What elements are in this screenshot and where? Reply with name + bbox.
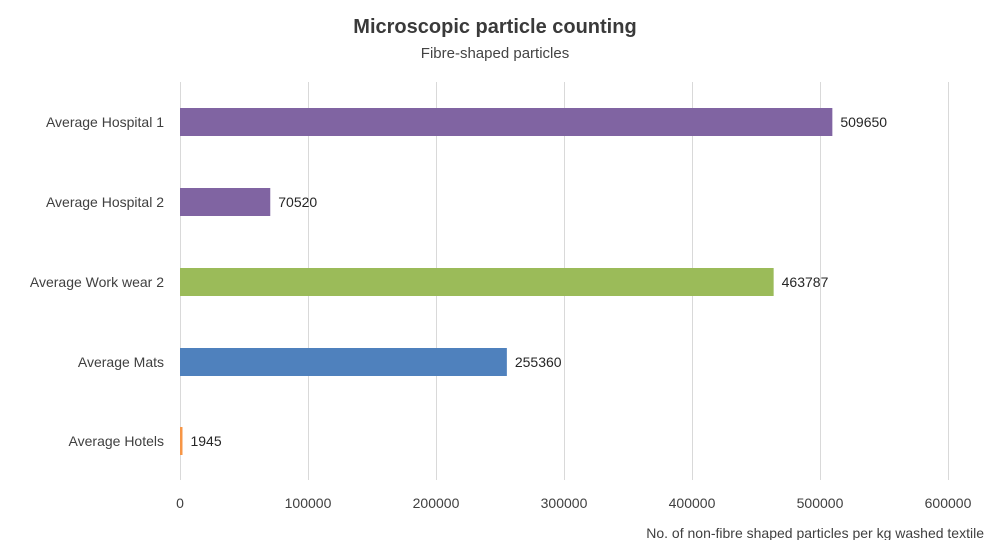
bar-average-hospital-2 <box>180 188 271 216</box>
x-tick-label-500000: 500000 <box>797 495 844 511</box>
x-tick-label-400000: 400000 <box>669 495 716 511</box>
category-label-average-mats: Average Mats <box>78 354 164 370</box>
x-tick-label-600000: 600000 <box>925 495 972 511</box>
data-label-average-hotels: 1945 <box>190 433 221 449</box>
data-label-average-work-wear-2: 463787 <box>782 274 829 290</box>
bar-average-hospital-1 <box>180 108 833 136</box>
bar-average-work-wear-2 <box>180 268 774 296</box>
data-label-average-hospital-2: 70520 <box>278 194 317 210</box>
bar-average-hotels <box>180 427 183 455</box>
category-label-average-hotels: Average Hotels <box>69 433 164 449</box>
category-label-average-hospital-1: Average Hospital 1 <box>46 114 164 130</box>
category-label-average-work-wear-2: Average Work wear 2 <box>30 274 164 290</box>
data-label-average-hospital-1: 509650 <box>840 114 887 130</box>
x-tick-label-300000: 300000 <box>541 495 588 511</box>
data-label-average-mats: 255360 <box>515 354 562 370</box>
x-tick-label-0: 0 <box>176 495 184 511</box>
labels: 0 100000 200000 300000 400000 500000 600000 Ave… <box>30 114 972 511</box>
bars <box>180 108 833 455</box>
chart-subtitle: Fibre-shaped particles <box>421 45 569 62</box>
category-label-average-hospital-2: Average Hospital 2 <box>46 194 164 210</box>
x-axis-label: No. of non-fibre shaped particles per kg… <box>646 525 984 540</box>
x-tick-label-100000: 100000 <box>285 495 332 511</box>
chart-title: Microscopic particle counting <box>353 16 636 38</box>
bar-average-mats <box>180 348 507 376</box>
x-tick-label-200000: 200000 <box>413 495 460 511</box>
